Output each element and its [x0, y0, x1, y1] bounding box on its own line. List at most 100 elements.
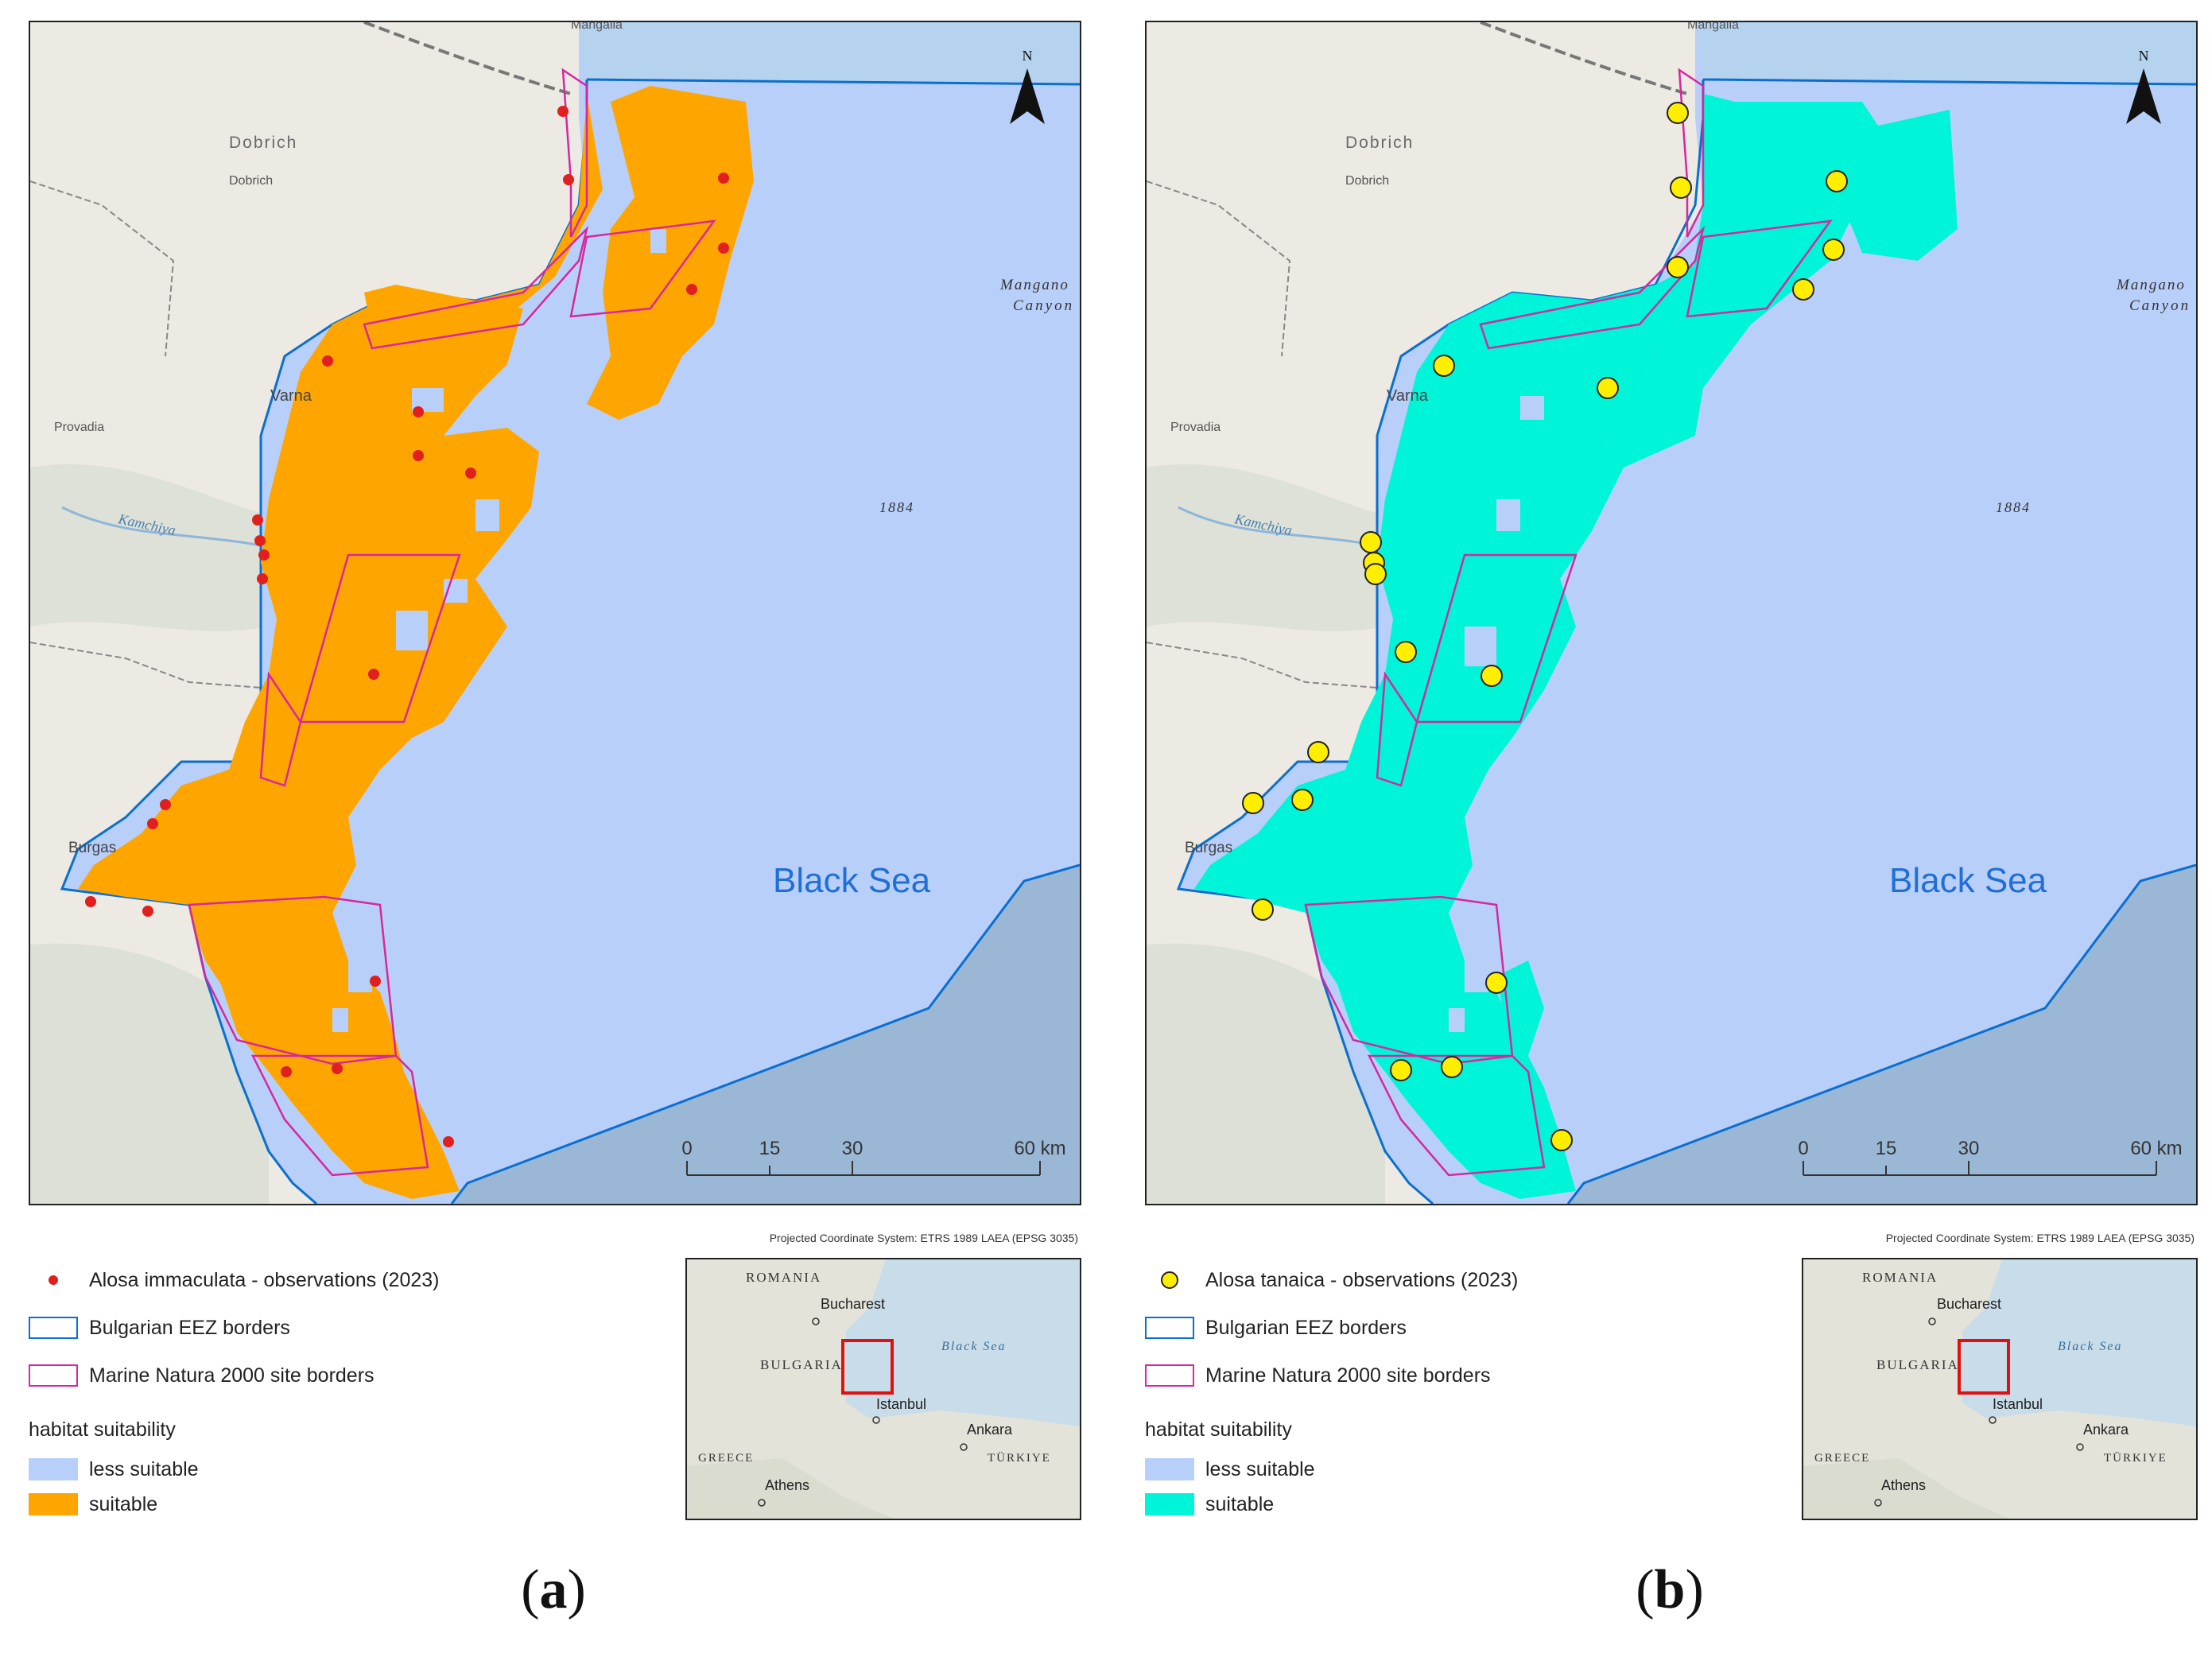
observation-point: [1485, 972, 1508, 994]
label-depth: 1884: [879, 499, 914, 515]
scale-tick-15: 15: [1876, 1138, 1897, 1159]
panel-a: Mangalia Dobrich Dobrich Varna Provadia …: [29, 21, 1081, 1620]
observation-point: [557, 106, 569, 117]
observation-point: [281, 1066, 292, 1077]
legend-observations-label: Alosa tanaica - observations (2023): [1205, 1268, 1519, 1291]
legend-less-suitable: less suitable: [29, 1453, 199, 1485]
natura-swatch-icon: [1145, 1364, 1194, 1387]
legend-natura: Marine Natura 2000 site borders: [29, 1360, 374, 1391]
inset-romania: ROMANIA: [1862, 1270, 1938, 1285]
sea-north-outside: [1695, 22, 2196, 84]
admin-border: [30, 180, 175, 357]
inset-greece: [687, 1458, 894, 1519]
habitat-gaps: [1449, 396, 1544, 1032]
eez-border: [450, 78, 1080, 1204]
observation-point: [254, 535, 266, 546]
observation-point: [718, 243, 729, 254]
inset-bucharest: Bucharest: [821, 1296, 885, 1312]
inset-greece-label: GREECE: [698, 1452, 754, 1465]
scale-tick-30: 30: [842, 1138, 863, 1159]
label-mangalia: Mangalia: [1687, 22, 1739, 32]
crs-note: Projected Coordinate System: ETRS 1989 L…: [1885, 1232, 2195, 1244]
observation-point: [1670, 177, 1692, 199]
label-depth: 1884: [1996, 499, 2031, 515]
scale-bar: 0 15 30 60 km: [1798, 1138, 2183, 1176]
observation-point: [413, 450, 424, 461]
scale-bar: 0 15 30 60 km: [681, 1138, 1066, 1176]
observation-point: [1390, 1059, 1412, 1081]
label-burgas: Burgas: [68, 840, 116, 856]
label-canyon-line2: Canyon: [2129, 297, 2191, 314]
scale-tick-0: 0: [681, 1138, 692, 1159]
legend-natura-label: Marine Natura 2000 site borders: [89, 1364, 374, 1387]
eez-swatch-icon: [29, 1317, 78, 1339]
panel-caption: (b): [1636, 1559, 1704, 1620]
red-dot-icon: [29, 1269, 78, 1291]
inset-turkiye: TÜRKIYE: [988, 1451, 1051, 1465]
observation-point: [1597, 377, 1619, 399]
label-varna: Varna: [1387, 387, 1429, 405]
terrain-shading: [30, 464, 269, 631]
observation-point: [85, 896, 96, 907]
observation-point: [370, 976, 381, 987]
terrain-shading: [30, 943, 269, 1204]
label-black-sea: Black Sea: [773, 861, 931, 900]
observation-point: [1433, 355, 1455, 377]
observation-point: [1364, 563, 1387, 585]
inset-bucharest: Bucharest: [1937, 1296, 2001, 1312]
observation-point: [718, 173, 729, 184]
observation-point: [686, 284, 697, 295]
panel-caption: (a): [521, 1559, 586, 1620]
legend-less-suitable-label: less suitable: [1205, 1457, 1315, 1480]
observation-point: [1826, 170, 1848, 192]
legend-observations: Alosa immaculata - observations (2023): [29, 1264, 439, 1296]
observation-point: [257, 573, 268, 584]
suitable-habitat: [78, 86, 754, 1199]
admin-border: [1147, 180, 1291, 357]
legend-suitable: suitable: [1145, 1488, 1274, 1520]
scale-end-label: 60 km: [1014, 1138, 1065, 1159]
deep-sea-outside-eez: [452, 865, 1080, 1204]
observation-point: [1667, 256, 1689, 278]
observation-point: [1291, 789, 1314, 811]
map-frame: Mangalia Dobrich Dobrich Varna Provadia …: [1145, 21, 2198, 1205]
less-suitable-swatch-icon: [29, 1458, 78, 1480]
less-suitable-swatch-icon: [1145, 1458, 1194, 1480]
observation-point: [1792, 278, 1814, 301]
legend: Alosa tanaica - observations (2023) Bulg…: [1145, 1248, 1781, 1535]
inset-istanbul: Istanbul: [876, 1396, 926, 1412]
observation-point: [1480, 665, 1503, 687]
eez-border: [1566, 78, 2196, 1204]
inset-land: [687, 1259, 1080, 1519]
sea-north-outside: [579, 22, 1080, 84]
observation-point: [1667, 102, 1689, 124]
label-provadia: Provadia: [54, 421, 104, 434]
inset-ankara: Ankara: [2083, 1422, 2129, 1438]
label-dobrich-region: Dobrich: [229, 134, 297, 152]
label-black-sea: Black Sea: [1889, 861, 2047, 900]
legend-natura: Marine Natura 2000 site borders: [1145, 1360, 1491, 1391]
natura-2000-sites: [1304, 68, 1833, 1177]
admin-border: [30, 642, 293, 691]
inset-canvas: ROMANIA Bucharest BULGARIA Black Sea Ist…: [1803, 1259, 2196, 1519]
panel-b: Mangalia Dobrich Dobrich Varna Provadia …: [1116, 0, 2212, 1653]
inset-istanbul: Istanbul: [1993, 1396, 2043, 1412]
inset-black-sea: Black Sea: [941, 1340, 1007, 1353]
north-arrow: N: [1010, 48, 1045, 124]
label-varna: Varna: [270, 387, 312, 405]
admin-border: [1147, 642, 1410, 691]
inset-black-sea: Black Sea: [2058, 1340, 2123, 1353]
natura-2000-sites: [188, 68, 716, 1177]
inset-focus-box: [841, 1339, 894, 1395]
inset-romania: ROMANIA: [746, 1270, 821, 1285]
national-border: [363, 22, 572, 95]
label-canyon-line1: Mangano: [2116, 277, 2186, 293]
inset-map: ROMANIA Bucharest BULGARIA Black Sea Ist…: [685, 1258, 1081, 1520]
terrain-shading: [1147, 464, 1385, 631]
scale-tick-0: 0: [1798, 1138, 1808, 1159]
inset-athens: Athens: [1881, 1477, 1926, 1493]
observation-point: [1395, 641, 1417, 663]
north-arrow-icon: [1010, 68, 1045, 124]
observation-point: [368, 669, 379, 680]
eez-swatch-icon: [1145, 1317, 1194, 1339]
